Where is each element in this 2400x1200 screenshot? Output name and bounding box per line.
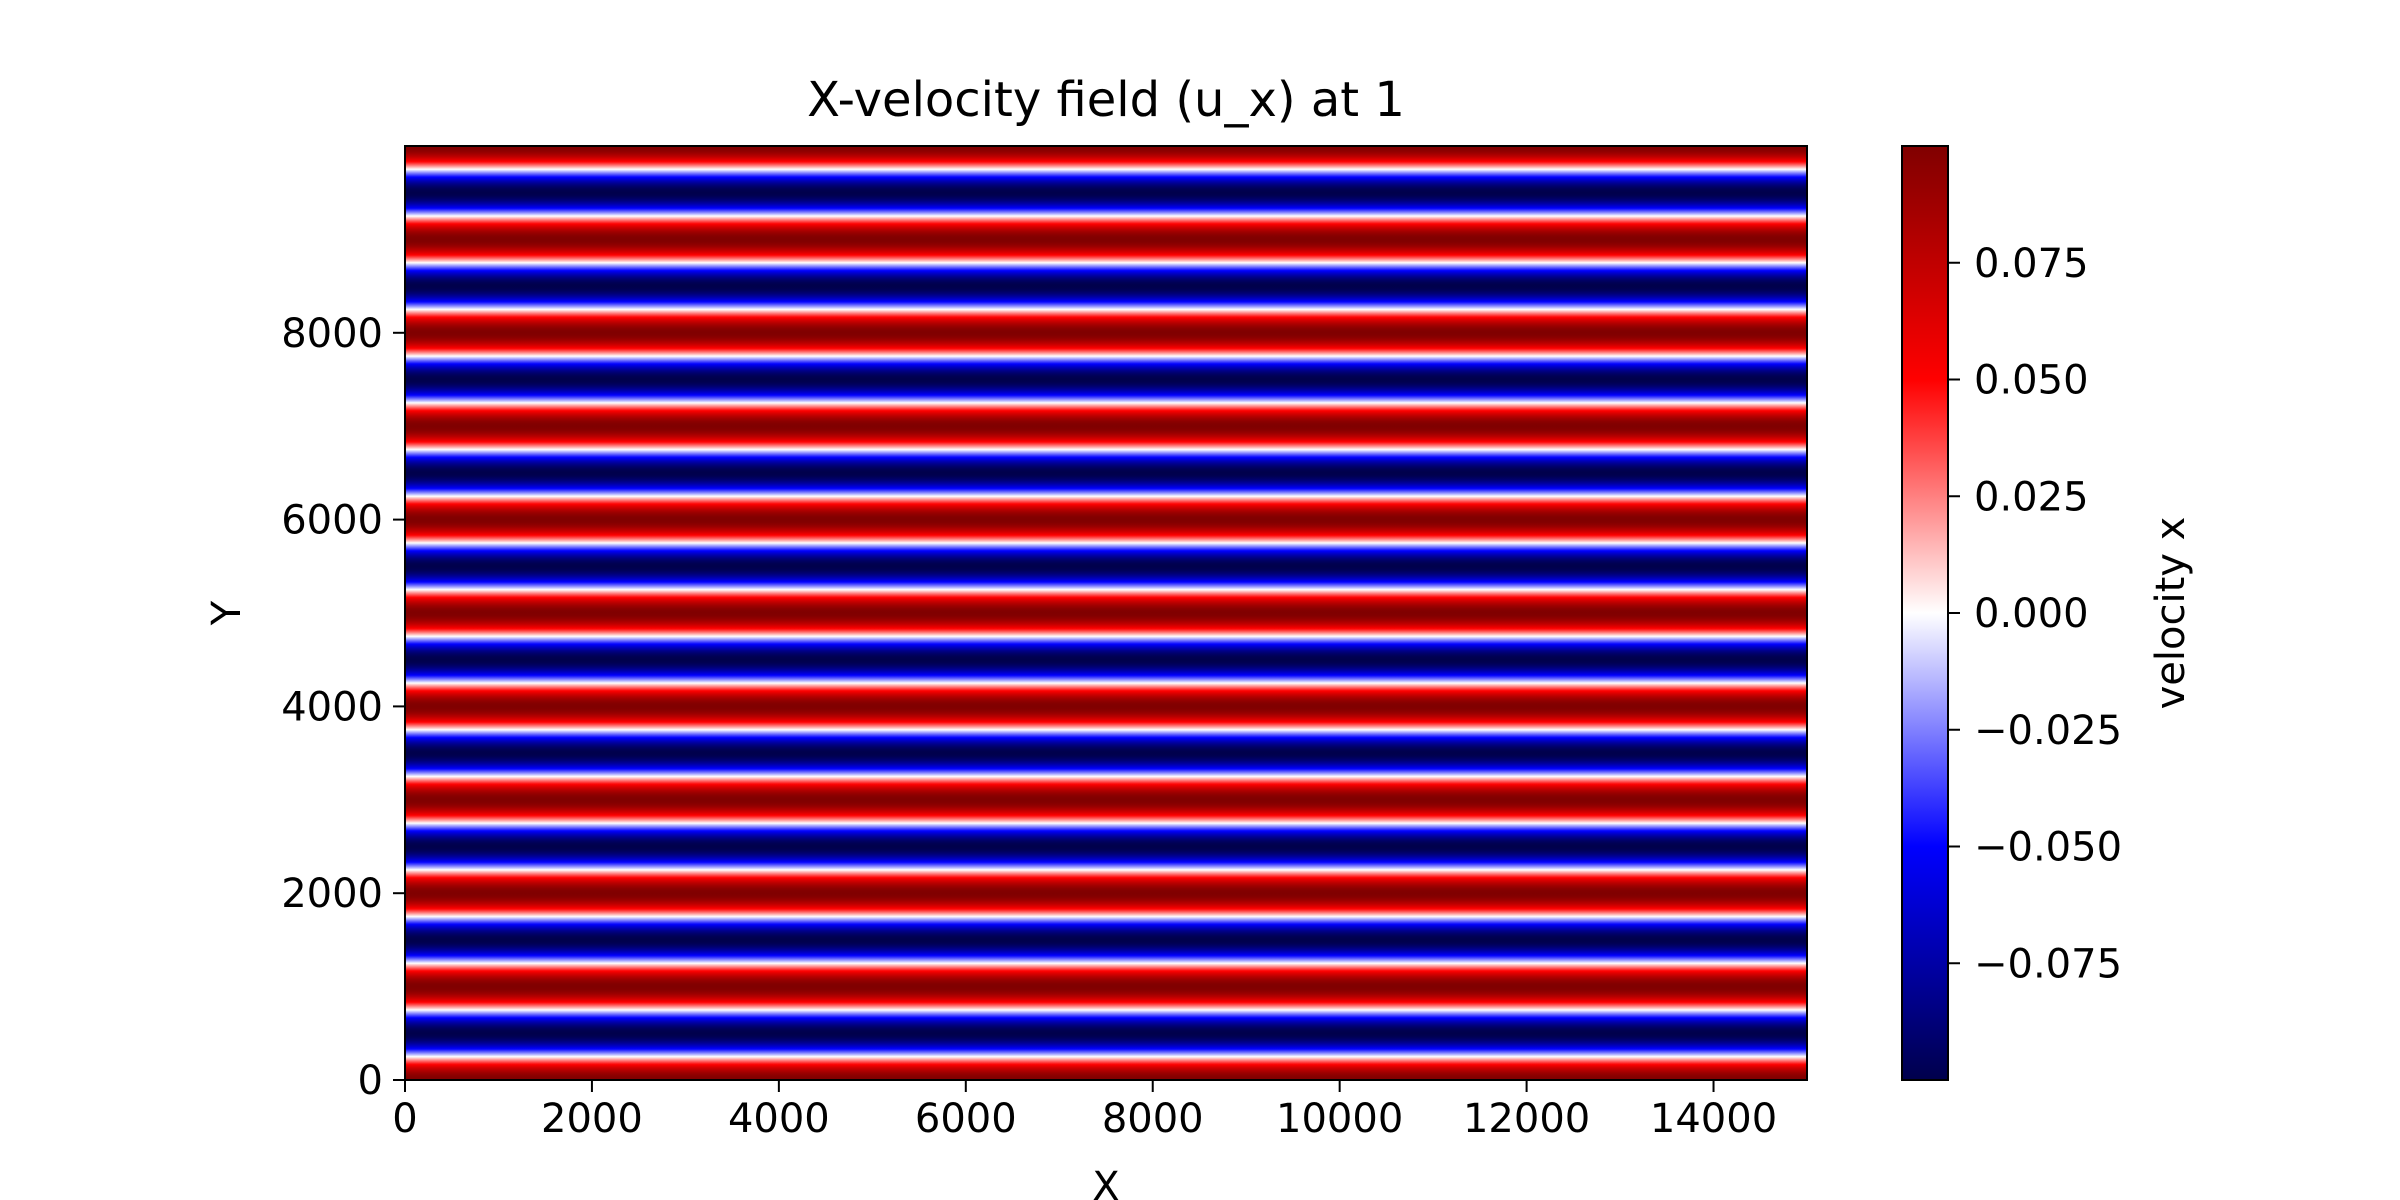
- x-tick-label: 14000: [1650, 1096, 1777, 1142]
- y-tick-label: 6000: [281, 498, 383, 544]
- x-tick-label: 10000: [1276, 1096, 1403, 1142]
- colorbar-tick-label: −0.075: [1974, 941, 2122, 987]
- colorbar-tick-label: −0.050: [1974, 825, 2122, 871]
- colorbar-ticks: −0.075 −0.050 −0.025 0.000 0.025 0.050 0.075: [1948, 241, 2122, 987]
- x-tick-label: 0: [392, 1096, 417, 1142]
- colorbar-tick-label: −0.025: [1974, 708, 2122, 754]
- x-axis-label: X: [1092, 1164, 1119, 1200]
- y-tick-label: 4000: [281, 684, 383, 730]
- colorbar-tick-label: 0.050: [1974, 358, 2089, 404]
- y-axis-label: Y: [204, 600, 250, 626]
- x-tick-label: 12000: [1463, 1096, 1590, 1142]
- y-tick-label: 2000: [281, 871, 383, 917]
- y-tick-label: 0: [358, 1058, 383, 1104]
- colorbar-tick-label: 0.075: [1974, 241, 2089, 287]
- colorbar: [1901, 145, 1949, 1081]
- plot-frame: [404, 145, 1808, 1081]
- x-tick-label: 4000: [728, 1096, 830, 1142]
- x-tick-label: 2000: [541, 1096, 643, 1142]
- x-axis-ticks: 0 2000 4000 6000 8000 10000 12000 14000: [392, 1080, 1777, 1142]
- x-tick-label: 6000: [915, 1096, 1017, 1142]
- y-tick-label: 8000: [281, 311, 383, 357]
- y-axis-ticks: 0 2000 4000 6000 8000: [281, 311, 405, 1104]
- colorbar-label: velocity x: [2148, 517, 2194, 710]
- chart-title: X-velocity field (u_x) at 1: [807, 72, 1405, 128]
- x-tick-label: 8000: [1102, 1096, 1204, 1142]
- colorbar-tick-label: 0.000: [1974, 591, 2089, 637]
- heatmap-field: [405, 146, 1807, 1080]
- colorbar-tick-label: 0.025: [1974, 474, 2089, 520]
